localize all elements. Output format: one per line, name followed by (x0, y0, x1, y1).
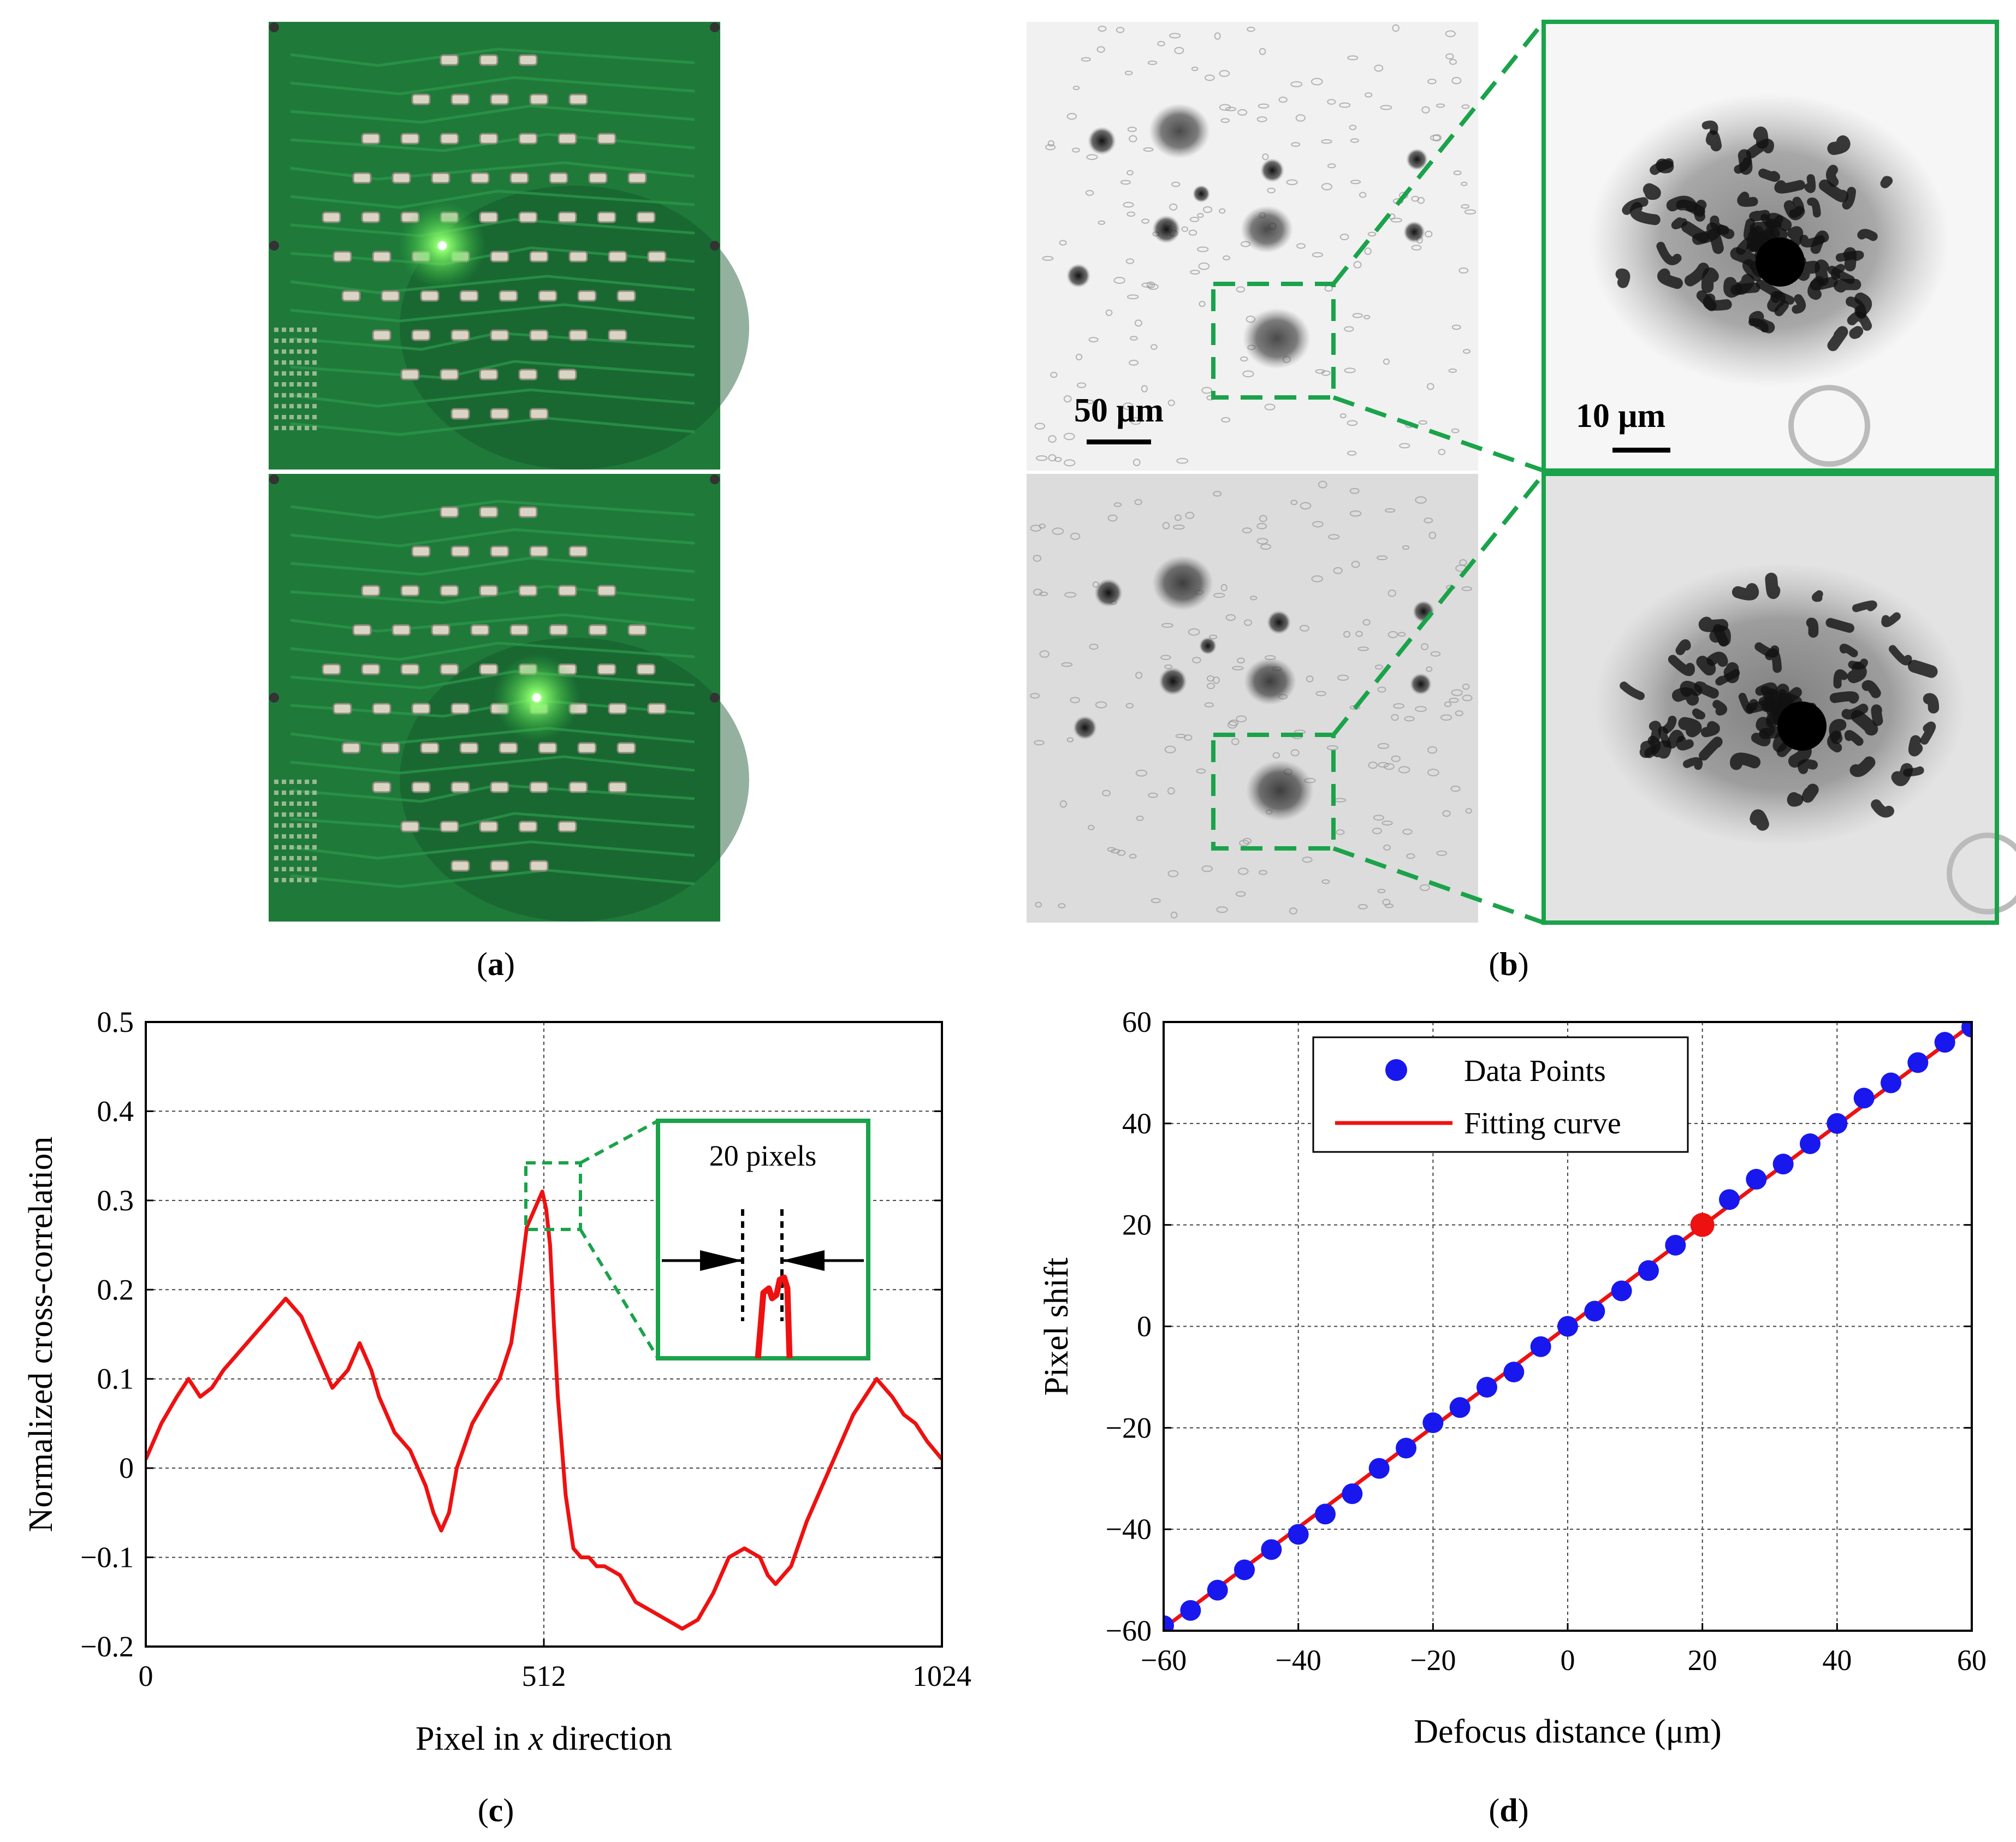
chart-d-data-point (1396, 1437, 1416, 1459)
legend-label-data-points: Data Points (1464, 1054, 1606, 1088)
chart-d-data-point (1827, 1113, 1848, 1134)
chart-d-legend: Data Points Fitting curve (1312, 1036, 1689, 1153)
chart-d-data-point (1907, 1052, 1929, 1073)
chart-d-ylabel: Pixel shift (1038, 1257, 1075, 1395)
chart-d-data-point (1288, 1524, 1309, 1545)
chart-c-ytick-label: 0.2 (97, 1273, 134, 1306)
chart-d-data-point (1449, 1397, 1471, 1418)
chart-d-xtick-label: 40 (1822, 1644, 1852, 1677)
chart-d-ytick-label: −40 (1106, 1513, 1152, 1546)
chart-d-data-point (1934, 1032, 1955, 1053)
chart-d-xtick-label: 0 (1561, 1644, 1575, 1677)
chart-d-highlight-point (1690, 1213, 1715, 1237)
chart-d-xtick-label: 60 (1957, 1644, 1987, 1677)
chart-d-data-point (1665, 1234, 1686, 1256)
chart-c-xlabel-suffix: direction (543, 1720, 672, 1757)
chart-d-ticks: 60 40 20 0 −20 −40 −60−60 −40 −20 0 20 40 60 (1106, 1006, 1987, 1677)
chart-c-inset: 20 pixels (524, 1119, 870, 1360)
chart-c-xlabel-prefix: Pixel in (416, 1720, 529, 1757)
zoom-highlight-top (1211, 20, 1999, 473)
chart-d-data-point (1180, 1600, 1201, 1621)
chart-d-data-point (1503, 1362, 1525, 1383)
chart-d-ytick-label: −20 (1106, 1411, 1152, 1444)
chart-d-data-point (1584, 1300, 1605, 1322)
panel-b: 50 μm 10 μm (1027, 20, 2016, 925)
chart-d-data-point (1207, 1579, 1228, 1601)
chart-d-data-point (1530, 1336, 1551, 1357)
scale-bar-small: 10 μm (1576, 397, 1670, 453)
chart-d-data-point (1164, 1615, 1174, 1631)
chart-c-ytick-label: 0.5 (97, 1006, 134, 1038)
led-board-top (269, 22, 749, 470)
chart-d-data-points (1164, 1022, 1972, 1631)
panel-letter-a: a (488, 946, 504, 982)
chart-d-xlabel: Defocus distance (μm) (1414, 1713, 1721, 1750)
chart-d-data-point (1881, 1072, 1901, 1094)
panel-label-a: (a) (477, 946, 515, 982)
panel-label-c: (c) (478, 1792, 514, 1828)
chart-c-ylabel: Normalized cross-correlation (22, 1137, 60, 1532)
chart-d-ytick-label: −60 (1106, 1614, 1152, 1647)
chart-d-xtick-label: −40 (1275, 1644, 1321, 1677)
chart-c-ytick-label: −0.1 (80, 1541, 134, 1574)
chart-d-data-point (1719, 1189, 1740, 1210)
scale-bar-small-label: 10 μm (1576, 397, 1665, 435)
chart-c-xlabel: Pixel in x direction (416, 1720, 672, 1757)
chart-d-data-point (1800, 1133, 1821, 1154)
chart-d-xtick-label: −20 (1410, 1644, 1456, 1677)
zoom-image-top (1544, 22, 1997, 471)
chart-d-data-point (1961, 1022, 1972, 1038)
chart-d-data-point (1342, 1483, 1363, 1505)
chart-d-data-point (1477, 1377, 1497, 1398)
chart-c-ytick-label: −0.2 (80, 1630, 134, 1663)
panel-letter-c: c (489, 1792, 503, 1828)
chart-d: 60 40 20 0 −20 −40 −60−60 −40 −20 0 20 40 60 Defocus… (1038, 1006, 1987, 1750)
chart-d-data-point (1557, 1316, 1578, 1337)
chart-d-ytick-label: 20 (1122, 1209, 1152, 1241)
scale-bar-large-label: 50 μm (1074, 392, 1164, 429)
chart-d-xtick-label: −60 (1141, 1644, 1187, 1677)
chart-d-ytick-label: 0 (1137, 1310, 1152, 1343)
microscope-image-bottom (1027, 474, 1478, 923)
chart-d-ytick-label: 60 (1122, 1006, 1152, 1038)
chart-d-data-point (1422, 1412, 1444, 1434)
chart-c-ytick-label: 0.1 (97, 1363, 134, 1395)
chart-c-xtick-label: 0 (139, 1660, 153, 1692)
chart-c-series-line (146, 1190, 942, 1631)
zoom-highlight-bottom (1211, 472, 1999, 925)
chart-d-data-point (1772, 1154, 1794, 1175)
chart-c-ytick-label: 0 (119, 1452, 134, 1484)
chart-d-ytick-label: 40 (1122, 1107, 1152, 1140)
chart-d-data-point (1611, 1280, 1632, 1302)
chart-c-ytick-label: 0.4 (97, 1095, 134, 1127)
microscope-image-top (1027, 22, 1478, 471)
zoom-image-bottom (1544, 474, 2016, 923)
chart-c: 0.50.40.30.20.10−0.1−0.20 512 1024 Pixel i… (22, 1006, 971, 1757)
led-board-bottom (269, 474, 749, 922)
panel-label-b: (b) (1489, 946, 1528, 982)
panel-label-d: (d) (1489, 1792, 1528, 1828)
panel-letter-d: d (1499, 1792, 1517, 1828)
chart-d-data-point (1638, 1260, 1659, 1281)
panel-letter-b: b (1499, 946, 1517, 982)
legend-label-fitting-curve: Fitting curve (1464, 1107, 1621, 1140)
chart-d-data-point (1746, 1169, 1767, 1190)
chart-d-data-point (1315, 1504, 1336, 1525)
chart-d-data-point (1853, 1088, 1875, 1109)
chart-c-xlabel-var: x (528, 1720, 544, 1757)
scale-bar-large: 50 μm (1074, 392, 1164, 444)
chart-c-xtick-label: 1024 (912, 1660, 971, 1692)
chart-d-xtick-label: 20 (1688, 1644, 1717, 1677)
chart-d-data-point (1234, 1559, 1255, 1580)
chart-d-data-point (1261, 1539, 1282, 1560)
chart-c-inset-label: 20 pixels (709, 1139, 817, 1172)
chart-d-data-point (1368, 1458, 1390, 1479)
chart-c-inset-source-box (524, 1161, 582, 1231)
panel-a (269, 22, 749, 922)
legend-marker-data-points (1385, 1059, 1407, 1081)
chart-c-ticks: 0.50.40.30.20.10−0.1−0.20 512 1024 (80, 1006, 971, 1692)
chart-c-xtick-label: 512 (522, 1660, 566, 1692)
chart-c-ytick-label: 0.3 (97, 1184, 134, 1217)
